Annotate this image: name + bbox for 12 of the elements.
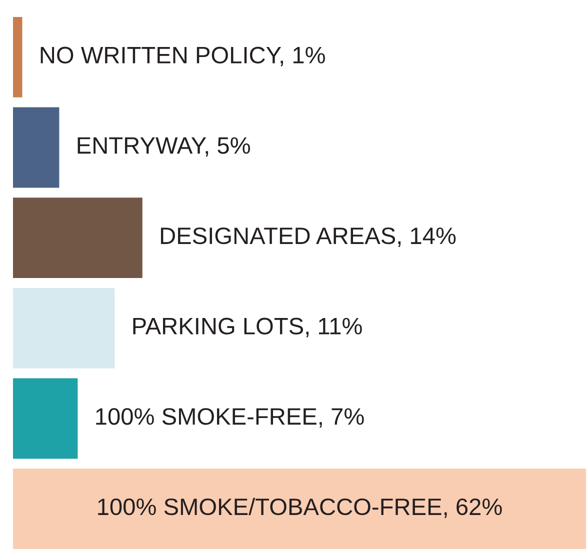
bar [13, 468, 586, 550]
bar [13, 16, 22, 98]
bar [13, 198, 142, 278]
data-label: ENTRYWAY, 5% [78, 137, 250, 157]
data-label: 100% SMOKE/TOBACCO-FREE, 62% [98, 498, 502, 518]
bar [13, 288, 115, 368]
bar [13, 107, 60, 188]
data-label: DESIGNATED AREAS, 14% [160, 227, 456, 247]
data-label: PARKING LOTS, 11% [133, 318, 362, 338]
bar [13, 378, 78, 459]
data-label: NO WRITTEN POLICY, 1% [40, 46, 325, 66]
data-label: 100% SMOKE-FREE, 7% [96, 408, 364, 428]
